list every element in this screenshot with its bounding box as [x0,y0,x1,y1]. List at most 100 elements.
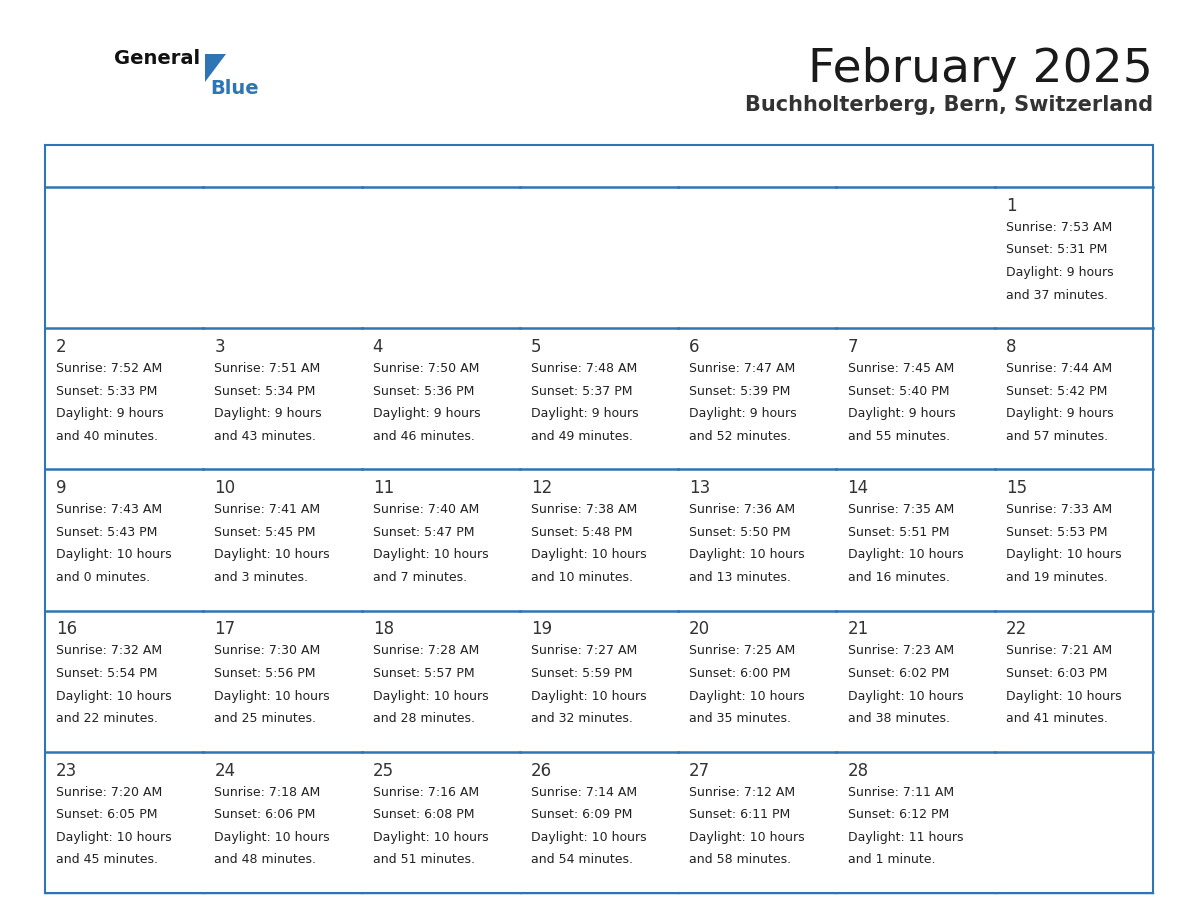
Text: and 7 minutes.: and 7 minutes. [373,571,467,584]
Text: and 22 minutes.: and 22 minutes. [56,712,158,725]
Text: Sunset: 5:57 PM: Sunset: 5:57 PM [373,667,474,680]
Text: Tuesday: Tuesday [373,157,441,175]
Polygon shape [206,54,226,82]
Text: Sunrise: 7:14 AM: Sunrise: 7:14 AM [531,786,637,799]
Text: Daylight: 10 hours: Daylight: 10 hours [847,548,963,562]
Text: and 16 minutes.: and 16 minutes. [847,571,949,584]
Text: Daylight: 10 hours: Daylight: 10 hours [214,831,330,844]
Text: 20: 20 [689,621,710,639]
Text: Sunrise: 7:18 AM: Sunrise: 7:18 AM [214,786,321,799]
Text: and 1 minute.: and 1 minute. [847,854,935,867]
Text: 14: 14 [847,479,868,498]
Text: Sunrise: 7:50 AM: Sunrise: 7:50 AM [373,362,479,375]
Text: Wednesday: Wednesday [531,157,627,175]
Text: Daylight: 10 hours: Daylight: 10 hours [373,689,488,702]
Text: Daylight: 10 hours: Daylight: 10 hours [56,831,172,844]
Text: Sunset: 5:34 PM: Sunset: 5:34 PM [214,385,316,397]
Text: Sunset: 5:42 PM: Sunset: 5:42 PM [1006,385,1107,397]
Text: Daylight: 10 hours: Daylight: 10 hours [531,548,646,562]
Text: Daylight: 9 hours: Daylight: 9 hours [847,408,955,420]
Text: and 40 minutes.: and 40 minutes. [56,430,158,442]
Text: Daylight: 10 hours: Daylight: 10 hours [1006,548,1121,562]
Text: Sunset: 5:48 PM: Sunset: 5:48 PM [531,526,632,539]
Text: 9: 9 [56,479,67,498]
Text: 24: 24 [214,762,235,779]
Text: Daylight: 10 hours: Daylight: 10 hours [1006,689,1121,702]
Text: Sunrise: 7:20 AM: Sunrise: 7:20 AM [56,786,163,799]
Text: 3: 3 [214,338,225,356]
Text: Sunrise: 7:28 AM: Sunrise: 7:28 AM [373,644,479,657]
Text: and 55 minutes.: and 55 minutes. [847,430,949,442]
Text: Sunset: 5:47 PM: Sunset: 5:47 PM [373,526,474,539]
Text: Sunset: 5:53 PM: Sunset: 5:53 PM [1006,526,1107,539]
Text: and 25 minutes.: and 25 minutes. [214,712,316,725]
Text: 13: 13 [689,479,710,498]
Text: Daylight: 11 hours: Daylight: 11 hours [847,831,963,844]
Text: and 52 minutes.: and 52 minutes. [689,430,791,442]
Text: and 32 minutes.: and 32 minutes. [531,712,633,725]
Text: Friday: Friday [847,157,898,175]
Text: Sunday: Sunday [56,157,118,175]
Text: and 10 minutes.: and 10 minutes. [531,571,633,584]
Text: and 46 minutes.: and 46 minutes. [373,430,474,442]
Text: Sunrise: 7:51 AM: Sunrise: 7:51 AM [214,362,321,375]
Text: Blue: Blue [210,79,259,98]
Text: 5: 5 [531,338,542,356]
Text: Daylight: 10 hours: Daylight: 10 hours [373,831,488,844]
Text: 15: 15 [1006,479,1026,498]
Text: and 57 minutes.: and 57 minutes. [1006,430,1108,442]
Text: Sunrise: 7:12 AM: Sunrise: 7:12 AM [689,786,795,799]
Text: and 28 minutes.: and 28 minutes. [373,712,475,725]
Text: Sunset: 5:36 PM: Sunset: 5:36 PM [373,385,474,397]
Text: and 43 minutes.: and 43 minutes. [214,430,316,442]
Text: 22: 22 [1006,621,1028,639]
Text: Sunset: 5:50 PM: Sunset: 5:50 PM [689,526,791,539]
Text: Sunrise: 7:16 AM: Sunrise: 7:16 AM [373,786,479,799]
Text: Daylight: 9 hours: Daylight: 9 hours [214,408,322,420]
Text: and 51 minutes.: and 51 minutes. [373,854,475,867]
Text: and 58 minutes.: and 58 minutes. [689,854,791,867]
Text: Sunrise: 7:53 AM: Sunrise: 7:53 AM [1006,221,1112,234]
Text: and 45 minutes.: and 45 minutes. [56,854,158,867]
Text: February 2025: February 2025 [808,47,1154,92]
Text: Sunset: 6:11 PM: Sunset: 6:11 PM [689,808,790,822]
Text: Sunset: 5:56 PM: Sunset: 5:56 PM [214,667,316,680]
Text: and 48 minutes.: and 48 minutes. [214,854,316,867]
Text: Sunrise: 7:41 AM: Sunrise: 7:41 AM [214,503,321,516]
Text: Daylight: 10 hours: Daylight: 10 hours [373,548,488,562]
Text: and 54 minutes.: and 54 minutes. [531,854,633,867]
Text: and 0 minutes.: and 0 minutes. [56,571,150,584]
Text: and 19 minutes.: and 19 minutes. [1006,571,1107,584]
Text: Thursday: Thursday [689,157,766,175]
Text: Sunset: 6:03 PM: Sunset: 6:03 PM [1006,667,1107,680]
Text: Sunrise: 7:33 AM: Sunrise: 7:33 AM [1006,503,1112,516]
Text: and 41 minutes.: and 41 minutes. [1006,712,1107,725]
Text: Daylight: 10 hours: Daylight: 10 hours [689,548,804,562]
Text: Sunrise: 7:38 AM: Sunrise: 7:38 AM [531,503,637,516]
Text: Sunset: 5:37 PM: Sunset: 5:37 PM [531,385,632,397]
Text: Sunset: 6:09 PM: Sunset: 6:09 PM [531,808,632,822]
Text: and 13 minutes.: and 13 minutes. [689,571,791,584]
Text: Sunrise: 7:43 AM: Sunrise: 7:43 AM [56,503,163,516]
Text: Sunrise: 7:40 AM: Sunrise: 7:40 AM [373,503,479,516]
Text: Daylight: 10 hours: Daylight: 10 hours [689,831,804,844]
Text: and 3 minutes.: and 3 minutes. [214,571,309,584]
Text: Daylight: 9 hours: Daylight: 9 hours [689,408,797,420]
Text: Sunset: 6:08 PM: Sunset: 6:08 PM [373,808,474,822]
Text: Daylight: 10 hours: Daylight: 10 hours [56,689,172,702]
Text: Sunset: 5:45 PM: Sunset: 5:45 PM [214,526,316,539]
Text: Sunrise: 7:21 AM: Sunrise: 7:21 AM [1006,644,1112,657]
Text: 7: 7 [847,338,858,356]
Text: Daylight: 9 hours: Daylight: 9 hours [1006,408,1113,420]
Text: Sunrise: 7:48 AM: Sunrise: 7:48 AM [531,362,637,375]
Text: 4: 4 [373,338,384,356]
Text: Daylight: 9 hours: Daylight: 9 hours [531,408,639,420]
Text: Daylight: 9 hours: Daylight: 9 hours [56,408,164,420]
Text: Sunrise: 7:36 AM: Sunrise: 7:36 AM [689,503,795,516]
Text: General: General [114,49,200,68]
Text: Sunrise: 7:30 AM: Sunrise: 7:30 AM [214,644,321,657]
Text: 10: 10 [214,479,235,498]
Text: Daylight: 10 hours: Daylight: 10 hours [531,831,646,844]
Text: and 49 minutes.: and 49 minutes. [531,430,633,442]
Text: Daylight: 9 hours: Daylight: 9 hours [373,408,480,420]
